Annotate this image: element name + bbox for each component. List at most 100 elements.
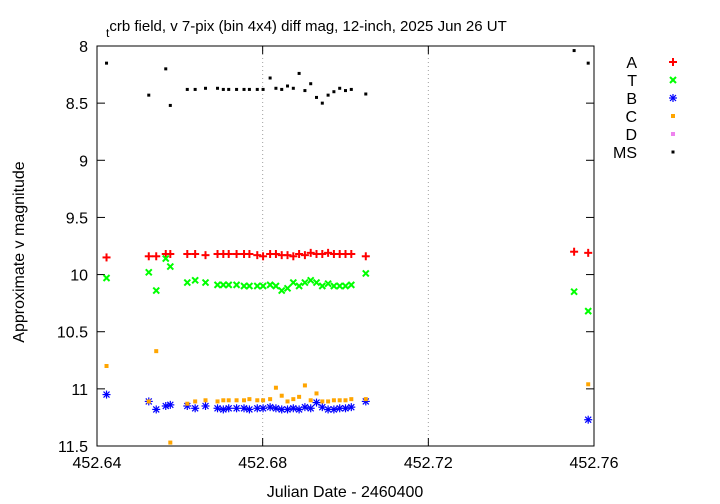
point-b [191, 404, 200, 413]
point-ms [255, 87, 259, 91]
point-ms [364, 92, 368, 96]
point-c [291, 397, 296, 402]
point-t [213, 281, 222, 289]
point-ms [303, 89, 307, 93]
legend-marker-d [671, 132, 675, 136]
point-ms [164, 67, 168, 71]
point-t [301, 278, 309, 287]
legend-label-d: D [625, 127, 637, 144]
title-main: crb field, v 7-pix (bin 4x4) diff mag, 1… [109, 18, 506, 35]
point-ms [320, 101, 324, 105]
legend-label-c: C [625, 109, 637, 126]
point-c [285, 399, 290, 404]
point-b [152, 405, 161, 414]
point-c [242, 398, 247, 403]
point-ms [147, 93, 151, 97]
plot-area [96, 45, 595, 447]
point-ms [315, 95, 319, 99]
point-c [255, 398, 260, 403]
point-c [221, 398, 226, 403]
point-a [324, 248, 333, 257]
point-ms [326, 93, 330, 97]
point-a [224, 250, 233, 258]
y-tick-label: 11 [71, 382, 88, 399]
point-c [273, 385, 278, 390]
point-ms [268, 76, 272, 80]
legend-label-b: B [626, 91, 637, 108]
legend-marker-a [669, 58, 677, 66]
point-c [226, 398, 231, 403]
point-c [104, 364, 109, 368]
y-tick-label: 9 [79, 153, 88, 170]
point-t [312, 278, 321, 287]
point-t [145, 268, 153, 276]
point-t [152, 286, 160, 295]
point-ms [193, 87, 197, 91]
point-t [183, 278, 191, 287]
point-c [302, 383, 307, 388]
legend-label-a: A [626, 55, 637, 72]
point-a [271, 250, 280, 258]
point-a [584, 248, 593, 257]
point-a [166, 250, 175, 258]
point-t [266, 281, 274, 289]
point-c [586, 382, 591, 387]
point-a [361, 252, 370, 261]
y-tick-label: 11.5 [58, 439, 88, 456]
point-c [234, 398, 239, 403]
point-b [266, 403, 275, 412]
point-b [312, 398, 321, 407]
point-t [330, 282, 338, 290]
legend-marker-b [669, 94, 677, 102]
point-a [152, 252, 161, 261]
point-ms [242, 87, 246, 91]
point-ms [247, 87, 251, 91]
legend-marker-t [669, 76, 677, 84]
point-c [146, 399, 151, 404]
point-c [308, 398, 313, 403]
point-c [331, 398, 336, 403]
point-ms [204, 86, 208, 90]
point-ms [338, 86, 342, 90]
point-b [224, 404, 233, 413]
point-t [341, 282, 350, 290]
point-b [166, 400, 175, 409]
point-b [201, 402, 210, 410]
point-b [306, 404, 315, 413]
legend-label-t: T [627, 73, 637, 90]
point-ms [344, 89, 347, 93]
point-ms [280, 87, 284, 91]
point-t [102, 274, 111, 282]
point-c [193, 399, 198, 404]
point-c [320, 399, 325, 404]
y-tick-label: 10 [70, 268, 88, 285]
legend-marker-c [671, 114, 675, 118]
point-ms [227, 87, 231, 91]
point-a [191, 250, 200, 258]
point-a [232, 250, 241, 258]
x-tick-label: 452.72 [404, 455, 453, 472]
point-b [232, 404, 241, 413]
point-t [324, 280, 332, 288]
point-b [277, 405, 286, 414]
x-tick-label: 452.64 [73, 455, 122, 472]
point-c [268, 397, 273, 402]
point-ms [291, 86, 295, 90]
point-a [259, 252, 268, 261]
point-t [570, 288, 578, 296]
point-a [300, 251, 309, 260]
point-ms [349, 87, 353, 91]
point-t [335, 282, 344, 290]
point-t [295, 282, 303, 290]
point-b [347, 403, 356, 412]
point-a [201, 251, 210, 260]
point-a [183, 250, 192, 258]
point-c [215, 399, 220, 404]
y-tick-label: 8 [79, 39, 88, 56]
point-t [201, 278, 210, 287]
point-c [185, 401, 190, 406]
point-ms [216, 86, 220, 90]
axis-ticks: 452.64 452.68 452.72 452.76 8 8.5 9 9.5 10 10.5 11… [57, 39, 619, 472]
point-ms [309, 82, 313, 86]
